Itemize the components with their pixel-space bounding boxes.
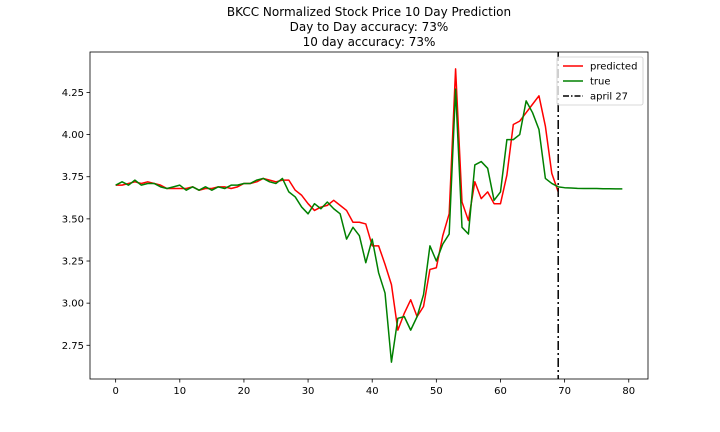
y-tick-label: 3.25 xyxy=(62,257,84,268)
y-tick-label: 3.00 xyxy=(62,299,84,310)
legend-label-true: true xyxy=(590,77,611,88)
plot-series-group xyxy=(115,52,623,379)
legend: predicted true april 27 xyxy=(556,56,644,106)
chart-subtitle-ten-day-accuracy: 10 day accuracy: 73% xyxy=(303,35,436,49)
y-tick-label: 3.75 xyxy=(62,172,84,183)
x-tick-label: 50 xyxy=(430,386,443,397)
y-tick-label: 2.75 xyxy=(62,341,84,352)
plot-area xyxy=(115,52,623,379)
x-tick-label: 10 xyxy=(173,386,186,397)
legend-label-april-27: april 27 xyxy=(590,92,628,103)
series-line-predicted xyxy=(115,68,559,331)
y-tick-label: 4.00 xyxy=(62,130,84,141)
x-tick-label: 60 xyxy=(494,386,507,397)
x-tick-label: 40 xyxy=(366,386,379,397)
axes-frame xyxy=(89,51,649,380)
y-tick-label: 3.50 xyxy=(62,214,84,225)
x-tick-label: 30 xyxy=(302,386,315,397)
x-tick-label: 70 xyxy=(558,386,571,397)
legend-label-predicted: predicted xyxy=(590,62,637,73)
x-tick-label: 20 xyxy=(238,386,251,397)
chart-subtitle-day-accuracy: Day to Day accuracy: 73% xyxy=(290,20,449,34)
chart-title: BKCC Normalized Stock Price 10 Day Predi… xyxy=(227,5,511,19)
series-line-true xyxy=(115,88,623,363)
x-tick-label: 80 xyxy=(622,386,635,397)
x-tick-label: 0 xyxy=(112,386,118,397)
axes: 0 10 20 30 40 50 60 70 80 2.75 3.00 3.25 3.50 3.75 4.0… xyxy=(62,51,649,397)
y-tick-label: 4.25 xyxy=(62,88,84,99)
legend-box xyxy=(556,56,644,106)
